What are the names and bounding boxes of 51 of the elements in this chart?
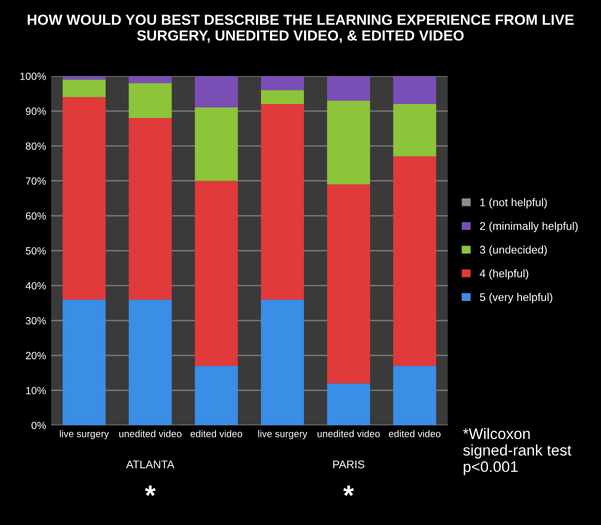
bar [327, 184, 370, 384]
bar [62, 80, 106, 98]
bar [128, 83, 172, 118]
y-tick-label: 100% [20, 72, 46, 80]
bar [194, 108, 238, 181]
text: * [343, 486, 354, 496]
bar [327, 76, 370, 101]
legend-label: 5 (very helpful) [480, 292, 552, 304]
text: ATLANTA [126, 460, 174, 468]
x-tick-label: live surgery [258, 430, 308, 440]
y-tick-label: 60% [26, 212, 46, 220]
text: * [144, 486, 156, 496]
legend-label: 2 (minimally helpful) [480, 222, 578, 232]
text: PARIS [333, 460, 364, 468]
bar [327, 383, 370, 426]
x-tick-label: edited video [388, 430, 440, 438]
y-tick-label: 80% [26, 142, 46, 150]
y-tick-label: 0% [32, 422, 46, 430]
x-tick-label: unedited video [119, 430, 182, 438]
bar [393, 76, 436, 104]
y-tick-label: 20% [26, 352, 46, 360]
bar [393, 156, 436, 366]
bar [194, 180, 238, 366]
bar [393, 366, 436, 426]
bar [260, 300, 304, 426]
y-tick-label: 40% [26, 282, 46, 290]
bar [128, 300, 172, 426]
bar [62, 97, 106, 300]
y-tick-label: 10% [26, 386, 46, 394]
bar [327, 100, 370, 184]
bar [128, 76, 172, 84]
legend-label: 4 (helpful) [480, 269, 528, 280]
x-tick-label: unedited video [318, 430, 380, 438]
bar [194, 366, 238, 426]
bar [260, 90, 304, 104]
y-tick-label: 70% [26, 177, 46, 185]
legend-label: 1 (not helpful) [480, 198, 547, 208]
x-tick-label: edited video [190, 430, 242, 438]
y-tick-label: 50% [26, 247, 46, 255]
legend-label: 3 (undecided) [480, 246, 547, 256]
bar [194, 76, 238, 108]
y-tick-label: 30% [26, 317, 46, 324]
text: *Wilcoxon signed-rank test p<0.001 [463, 428, 572, 476]
bar [260, 76, 304, 90]
bar [128, 118, 172, 300]
y-tick-label: 90% [26, 108, 46, 115]
bar [260, 104, 304, 300]
x-tick-label: live surgery [60, 430, 109, 440]
bar [393, 104, 436, 156]
chart-title: HOW WOULD YOU BEST DESCRIBE THE LEARNING EXPERIENCE FROM LIVE SURGERY, UNEDITED VIDEO, & EDITED VIDEO [28, 14, 574, 43]
bar [62, 300, 106, 426]
